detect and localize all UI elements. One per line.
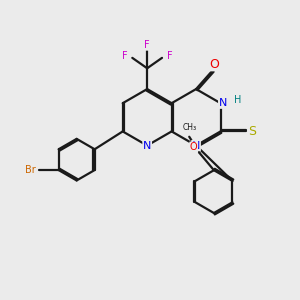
Text: CH₃: CH₃ [182, 123, 196, 132]
Text: O: O [190, 142, 197, 152]
Text: S: S [248, 125, 256, 138]
Text: F: F [167, 51, 172, 62]
Text: H: H [234, 94, 242, 105]
Text: N: N [143, 140, 152, 151]
Text: O: O [209, 58, 219, 70]
Text: Br: Br [25, 165, 36, 175]
Text: F: F [122, 51, 128, 62]
Text: F: F [144, 40, 150, 50]
Text: N: N [192, 140, 200, 151]
Text: N: N [219, 98, 227, 108]
